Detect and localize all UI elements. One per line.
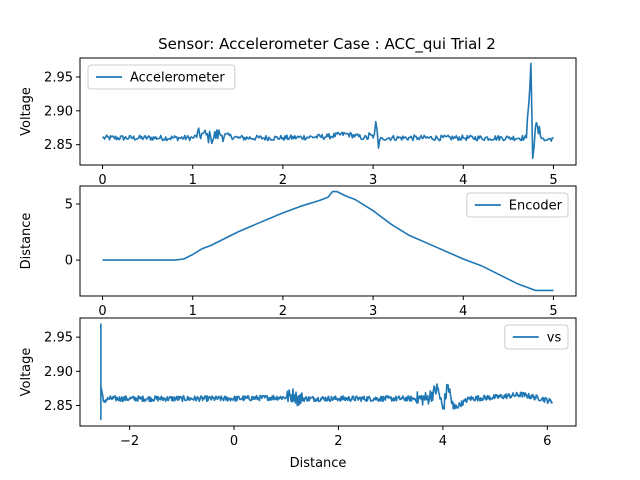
x-tick-label: 3 bbox=[369, 304, 377, 319]
plot-frame bbox=[79, 57, 577, 166]
y-tick-label: 2.85 bbox=[44, 399, 73, 414]
series-line-accelerometer bbox=[102, 62, 554, 159]
y-axis-title: Voltage bbox=[19, 348, 34, 397]
legend-box bbox=[466, 192, 569, 218]
x-tick-label: 0 bbox=[230, 434, 238, 449]
legend-label: vs bbox=[547, 331, 562, 346]
x-tick-label: 4 bbox=[459, 173, 467, 188]
x-axis-title: Distance bbox=[290, 456, 347, 471]
legend-label: Accelerometer bbox=[130, 71, 225, 86]
legend-box bbox=[87, 64, 236, 90]
legend-label: Encoder bbox=[509, 199, 563, 214]
plot-frame bbox=[79, 185, 577, 297]
y-tick-label: 2.90 bbox=[44, 365, 73, 380]
x-tick-label: 5 bbox=[549, 304, 557, 319]
accelerometer-subplot: 0 1 2 3 4 5 2.85 2.90 2.95 Voltage Accelerometer bbox=[19, 57, 577, 188]
series-line-vs bbox=[100, 323, 554, 420]
figure-title: Sensor: Accelerometer Case : ACC_qui Tri… bbox=[158, 35, 496, 54]
voltage-vs-distance-subplot: −2 0 2 4 6 2.85 2.90 2.95 Voltage Distance vs bbox=[19, 317, 577, 471]
x-tick-label: 0 bbox=[98, 173, 106, 188]
plot-frame bbox=[79, 317, 577, 427]
x-tick-label: 4 bbox=[459, 304, 467, 319]
x-tick-label: 1 bbox=[189, 173, 197, 188]
y-tick-label: 0 bbox=[65, 254, 73, 269]
legend: Accelerometer bbox=[87, 64, 236, 90]
y-tick-label: 2.90 bbox=[44, 104, 73, 119]
x-tick-label: 4 bbox=[439, 434, 447, 449]
x-tick-label: 6 bbox=[543, 434, 551, 449]
x-tick-label: 5 bbox=[549, 173, 557, 188]
x-tick-label: −2 bbox=[120, 434, 139, 449]
y-axis-title: Distance bbox=[19, 213, 34, 270]
x-tick-label: 2 bbox=[279, 304, 287, 319]
y-tick-label: 2.95 bbox=[44, 331, 73, 346]
x-tick-label: 2 bbox=[334, 434, 342, 449]
x-tick-label: 0 bbox=[98, 304, 106, 319]
x-tick-label: 3 bbox=[369, 173, 377, 188]
series-line-encoder bbox=[102, 190, 554, 292]
y-tick-label: 2.85 bbox=[44, 138, 73, 153]
legend: vs bbox=[504, 324, 569, 350]
x-tick-label: 2 bbox=[279, 173, 287, 188]
legend: Encoder bbox=[466, 192, 569, 218]
y-axis-title: Voltage bbox=[19, 87, 34, 136]
encoder-subplot: 0 1 2 3 4 5 0 5 Distance Encoder bbox=[19, 185, 577, 319]
x-tick-label: 1 bbox=[189, 304, 197, 319]
y-tick-label: 5 bbox=[65, 197, 73, 212]
y-tick-label: 2.95 bbox=[44, 70, 73, 85]
